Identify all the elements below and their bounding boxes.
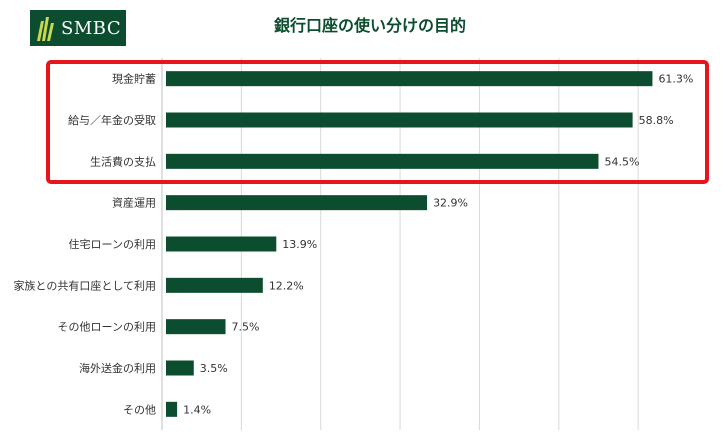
value-label: 61.3% [658, 73, 693, 86]
category-label: 給与／年金の受取 [68, 113, 156, 127]
value-label: 3.5% [200, 362, 228, 375]
chart-title: 銀行口座の使い分けの目的 [273, 16, 466, 35]
value-label: 12.2% [269, 279, 304, 292]
logo-text: SMBC [61, 17, 122, 39]
category-label: 資産運用 [112, 197, 156, 210]
highlight-box [46, 60, 709, 184]
category-label: 海外送金の利用 [79, 361, 156, 375]
value-label: 58.8% [639, 114, 674, 127]
bar [166, 319, 226, 335]
value-label: 32.9% [433, 197, 468, 210]
category-label: 家族との共有口座として利用 [13, 278, 156, 292]
category-label: その他ローンの利用 [58, 321, 156, 334]
bar [166, 71, 653, 87]
category-label: その他 [123, 403, 156, 416]
bar [166, 153, 599, 169]
bar [166, 236, 277, 252]
category-label: 生活費の支払 [90, 154, 156, 168]
bar [166, 112, 633, 128]
bar [166, 277, 263, 293]
bar [166, 360, 194, 376]
leaf-logo-icon [37, 17, 54, 41]
bar [166, 401, 178, 417]
bar [166, 195, 428, 211]
value-label: 13.9% [282, 238, 317, 251]
category-label: 住宅ローンの利用 [69, 237, 156, 251]
value-label: 7.5% [232, 321, 260, 334]
value-label: 1.4% [183, 403, 211, 416]
value-label: 54.5% [604, 155, 639, 168]
smbc-logo: SMBC [30, 10, 126, 46]
category-label: 現金貯蓄 [112, 72, 156, 86]
